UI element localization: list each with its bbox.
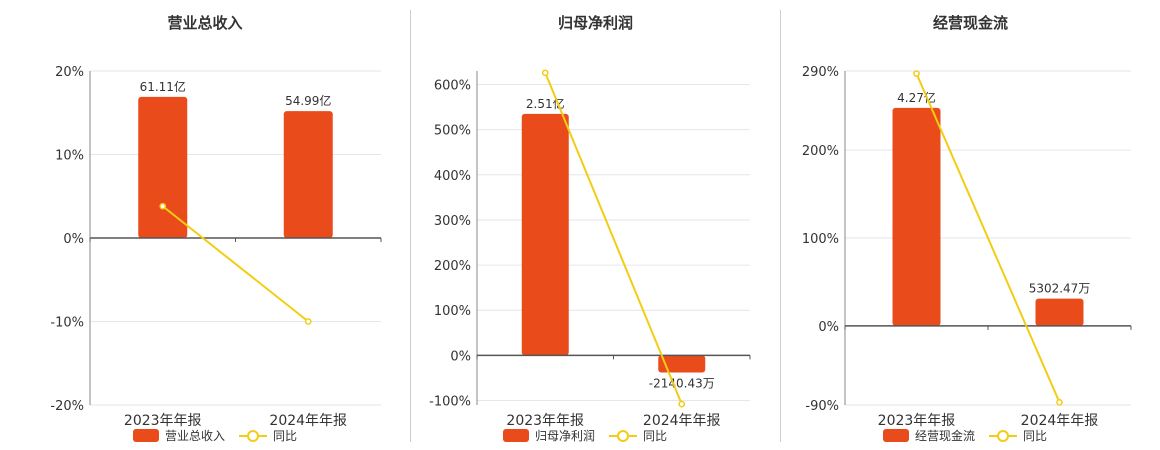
chart-panel-cash-flow: 经营现金流 290% 200% 100% 0% -90% 4.27亿 5302.47万 202…	[781, 0, 1160, 450]
bar-data-label: 54.99亿	[285, 93, 331, 108]
y-tick-label: 300%	[434, 214, 471, 229]
chart-title: 营业总收入	[167, 14, 243, 32]
chart-legend: 营业总收入 同比	[133, 427, 297, 444]
series-line-yoy	[162, 205, 309, 323]
bar	[1035, 298, 1084, 326]
x-tick-label: 2023年年报	[124, 413, 202, 429]
y-tick-label: 200%	[802, 144, 839, 159]
legend-bar-swatch	[883, 429, 909, 442]
chart-svg-revenue: 20% 10% 0% -10% -20% 61.11亿 54.99亿 2023年年报 2024年…	[50, 65, 382, 429]
x-tick-label: 2023年年报	[506, 413, 584, 429]
legend-bar-label: 营业总收入	[165, 429, 226, 443]
chart-legend: 经营现金流 同比	[883, 427, 1047, 444]
x-tick-label: 2023年年报	[878, 413, 956, 429]
y-tick-label: 100%	[802, 232, 839, 247]
line-point	[304, 318, 312, 325]
bar	[658, 355, 706, 373]
y-tick-label: 290%	[802, 65, 839, 80]
chart-legend: 归母净利润 同比	[503, 427, 667, 444]
bar	[138, 96, 188, 238]
legend-bar-swatch	[133, 429, 159, 442]
line-point	[159, 202, 167, 210]
line-point	[541, 69, 549, 77]
legend-line-label: 同比	[643, 429, 668, 443]
x-tick-label: 2024年年报	[643, 413, 721, 429]
bar-data-label: -2140.43万	[649, 377, 715, 391]
legend-line-swatch	[239, 429, 268, 442]
bar-data-label: 61.11亿	[140, 79, 186, 94]
y-tick-label: -10%	[50, 316, 84, 331]
chart-panel-revenue: 营业总收入 20% 10% 0% -10% -20% 61.11亿 54.99亿 2023年年…	[0, 0, 410, 450]
x-tick-label: 2024年年报	[1021, 413, 1099, 429]
y-tick-label: 10%	[55, 149, 84, 164]
series-line-yoy	[915, 73, 1061, 403]
y-tick-label: 400%	[434, 169, 471, 184]
y-tick-label: 600%	[434, 79, 471, 94]
line-point	[1056, 399, 1063, 406]
legend-line-label: 同比	[1023, 429, 1048, 443]
y-tick-label: 500%	[434, 124, 471, 139]
line-point	[913, 70, 920, 77]
legend-bar-label: 归母净利润	[535, 429, 596, 443]
bar	[283, 111, 333, 238]
bar-data-label: 5302.47万	[1029, 282, 1091, 296]
y-tick-label: 200%	[434, 259, 471, 274]
y-tick-label: 100%	[434, 304, 471, 319]
bar	[892, 107, 941, 326]
chart-title: 归母净利润	[557, 14, 633, 32]
panel-divider	[780, 10, 781, 442]
y-tick-label: 20%	[55, 65, 84, 80]
chart-panel-net-profit: 归母净利润 600% 500% 400% 300% 200% 100% 0% -100% 2.5…	[411, 0, 780, 450]
legend-bar-label: 经营现金流	[915, 429, 976, 443]
bar	[521, 113, 569, 356]
y-tick-label: 0%	[450, 349, 471, 364]
bar-data-label: 2.51亿	[526, 96, 565, 111]
y-tick-label: 0%	[63, 232, 84, 247]
y-tick-label: -20%	[50, 399, 84, 414]
y-tick-label: 0%	[818, 320, 839, 335]
chart-title: 经营现金流	[932, 14, 1008, 32]
legend-line-swatch	[989, 429, 1018, 442]
line-point	[678, 400, 686, 408]
legend-line-label: 同比	[273, 429, 298, 443]
series-line-yoy	[544, 72, 683, 405]
x-tick-label: 2024年年报	[269, 413, 347, 429]
legend-line-swatch	[609, 429, 638, 442]
panel-divider	[410, 10, 411, 442]
chart-svg-net-profit: 600% 500% 400% 300% 200% 100% 0% -100% 2.51亿 -214…	[429, 69, 751, 429]
legend-bar-swatch	[503, 429, 529, 442]
y-tick-label: -100%	[429, 394, 471, 409]
y-tick-label: -90%	[805, 399, 839, 414]
